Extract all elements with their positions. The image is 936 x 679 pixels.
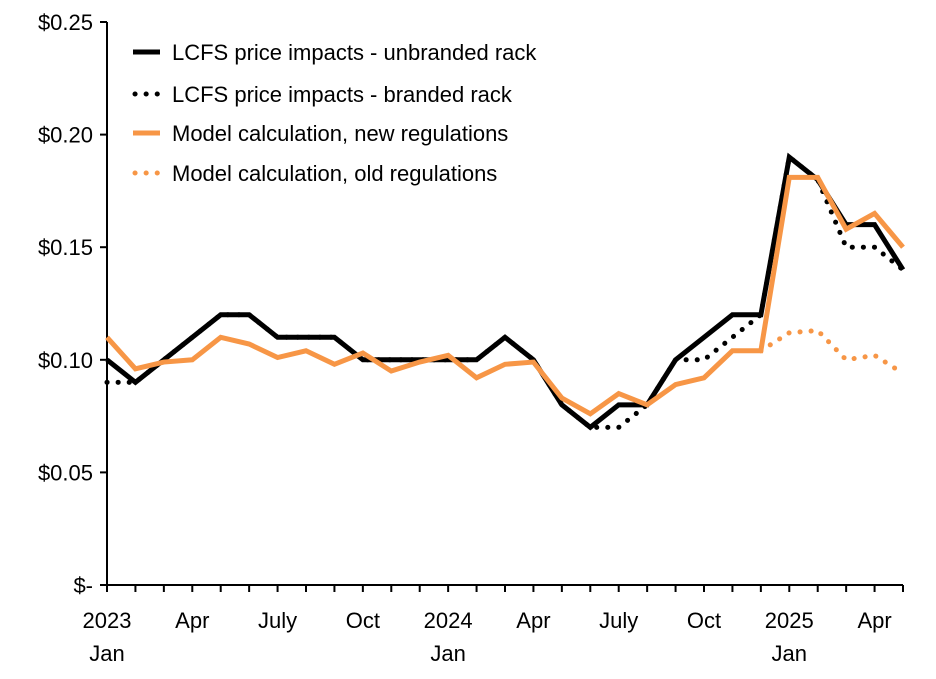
x-tick-sublabel: Jan bbox=[772, 641, 807, 666]
x-tick-label: 2023 bbox=[83, 608, 132, 633]
y-tick-label: $0.10 bbox=[38, 348, 93, 373]
series-layer bbox=[104, 152, 906, 431]
x-tick-label: Oct bbox=[346, 608, 380, 633]
series-line-0 bbox=[105, 152, 906, 431]
x-tick-label: July bbox=[258, 608, 297, 633]
series-line-2 bbox=[105, 174, 905, 417]
x-axis-ticks bbox=[106, 585, 904, 592]
y-tick-label: $0.05 bbox=[38, 460, 93, 485]
y-tick-label: $0.25 bbox=[38, 10, 93, 35]
x-tick-label: Apr bbox=[857, 608, 891, 633]
x-tick-label: Oct bbox=[687, 608, 721, 633]
legend-label-2: Model calculation, new regulations bbox=[172, 121, 508, 146]
x-tick-label: Apr bbox=[516, 608, 550, 633]
y-tick-label: $- bbox=[73, 573, 93, 598]
legend-label-1: LCFS price impacts - branded rack bbox=[172, 82, 513, 107]
legend: LCFS price impacts - unbranded rack LCFS … bbox=[132, 40, 537, 186]
legend-label-3: Model calculation, old regulations bbox=[172, 161, 497, 186]
x-axis-labels: 2023 Jan Apr July Oct 2024 Jan Apr July Oct 2025 Ja… bbox=[83, 608, 892, 666]
x-tick-sublabel: Jan bbox=[89, 641, 124, 666]
y-axis-labels: $- $0.05 $0.10 $0.15 $0.20 $0.25 bbox=[38, 10, 93, 598]
x-tick-label: July bbox=[599, 608, 638, 633]
y-tick-label: $0.15 bbox=[38, 235, 93, 260]
series-line-3 bbox=[758, 327, 906, 376]
x-tick-sublabel: Jan bbox=[430, 641, 465, 666]
x-tick-label: 2024 bbox=[424, 608, 473, 633]
legend-label-0: LCFS price impacts - unbranded rack bbox=[172, 40, 537, 65]
y-tick-label: $0.20 bbox=[38, 123, 93, 148]
x-tick-label: 2025 bbox=[765, 608, 814, 633]
x-tick-label: Apr bbox=[175, 608, 209, 633]
